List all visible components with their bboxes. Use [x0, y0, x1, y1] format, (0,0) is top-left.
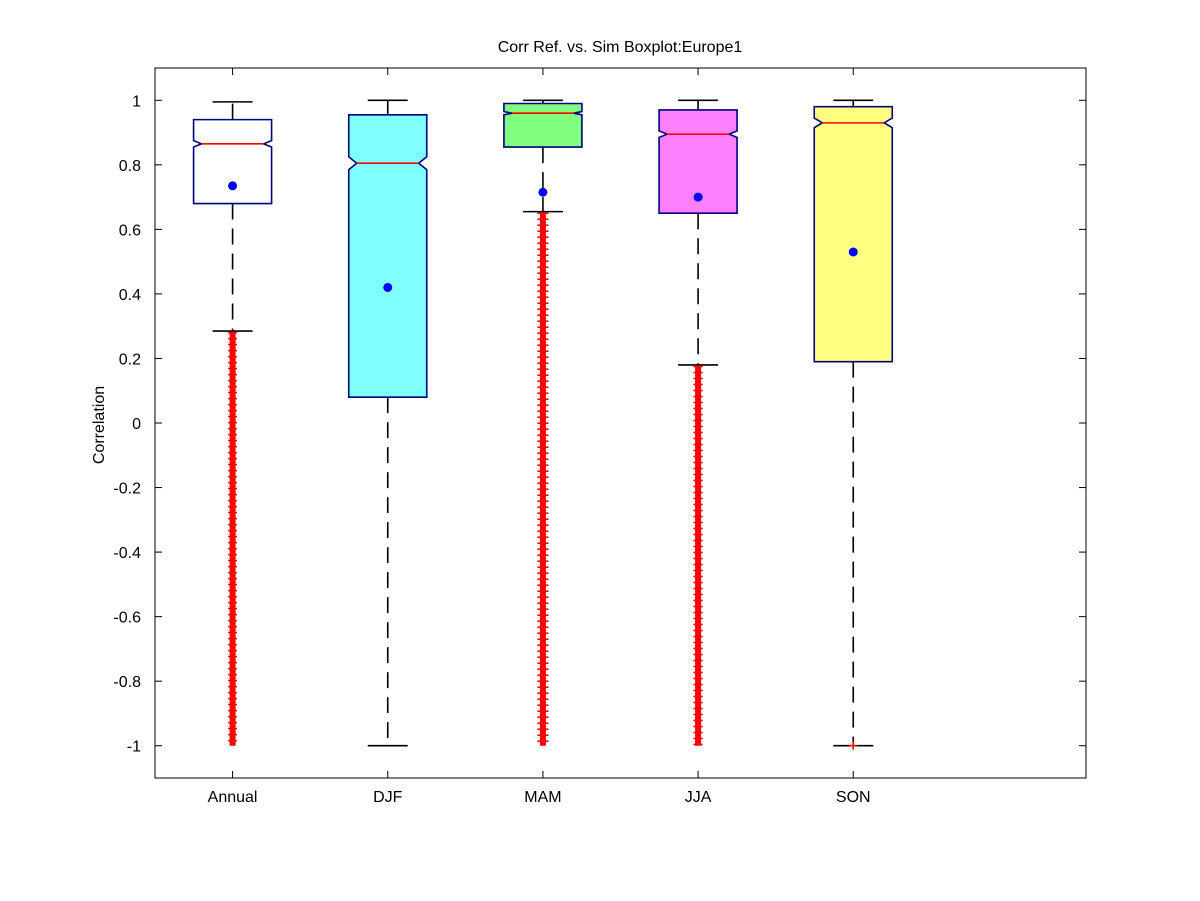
y-tick-label: -0.2	[113, 481, 141, 498]
box-son	[813, 105, 894, 363]
plot-area: -1 -0.8 -0.6 -0.4 -0.2 0 0.2 0.4 0.6 0.8 1 Annual DJ…	[113, 67, 1087, 806]
mean-marker	[693, 192, 703, 202]
x-tick-label: MAM	[524, 789, 561, 806]
outlier-band	[229, 332, 236, 746]
y-tick-label: 0.6	[119, 222, 141, 239]
box-djf	[347, 113, 428, 398]
box-annual	[192, 118, 273, 205]
y-tick-label: 0.8	[119, 158, 141, 175]
x-tick-label: Annual	[208, 789, 258, 806]
outlier-band	[539, 213, 546, 746]
mean-marker	[383, 282, 393, 292]
x-tick-label: DJF	[373, 789, 403, 806]
y-tick-label: -1	[127, 739, 141, 756]
x-tick-label: JJA	[685, 789, 712, 806]
y-tick-label: 1	[132, 93, 141, 110]
chart-title: Corr Ref. vs. Sim Boxplot:Europe1	[498, 39, 743, 56]
y-tick-label: 0	[132, 416, 141, 433]
y-tick-label: -0.4	[113, 545, 141, 562]
x-tick-label: SON	[836, 789, 871, 806]
box-jja	[658, 109, 738, 215]
y-tick-label: 0.2	[119, 351, 141, 368]
y-tick-label: -0.6	[113, 610, 141, 627]
y-tick-label: -0.8	[113, 674, 141, 691]
mean-marker	[228, 181, 238, 191]
y-tick-label: 0.4	[119, 287, 141, 304]
mean-marker	[538, 187, 548, 197]
y-axis-label: Correlation	[91, 386, 108, 464]
box-mam	[503, 102, 583, 148]
mean-marker	[848, 247, 858, 257]
outlier-band	[695, 366, 702, 746]
